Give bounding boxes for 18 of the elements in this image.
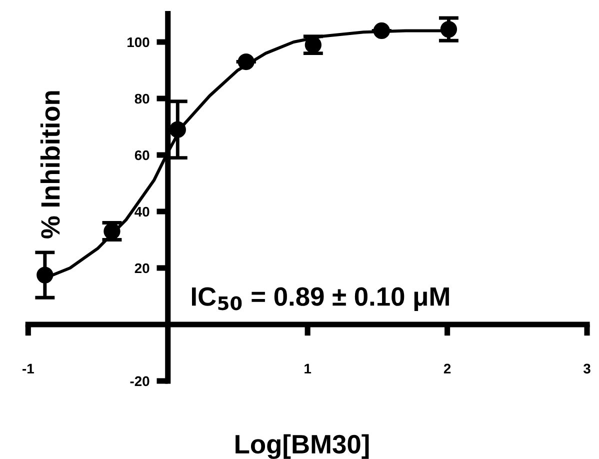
y-tick-label: 100 [128,37,150,48]
y-tick-label: 60 [134,150,150,160]
point [373,22,390,40]
point [169,121,186,138]
point [36,266,54,284]
x-axis-title: Log[BM30] [236,434,369,459]
y-axis-title: % Inhibition [40,91,60,238]
x-tick-label: 3 [583,364,590,374]
x-tick-label: -1 [22,364,34,374]
annotation: IC$_{50}$ = 0.89 ± 0.10 μM [192,287,449,312]
y-tick-label: 80 [134,94,150,104]
y-tick-label: -20 [130,376,150,386]
y-tick-label: 40 [134,206,150,217]
x-tick-label: 1 [304,364,312,374]
point [440,20,458,38]
x-tick-label: 2 [444,364,451,374]
y-tick-label: 20 [134,263,150,274]
point [238,53,254,70]
